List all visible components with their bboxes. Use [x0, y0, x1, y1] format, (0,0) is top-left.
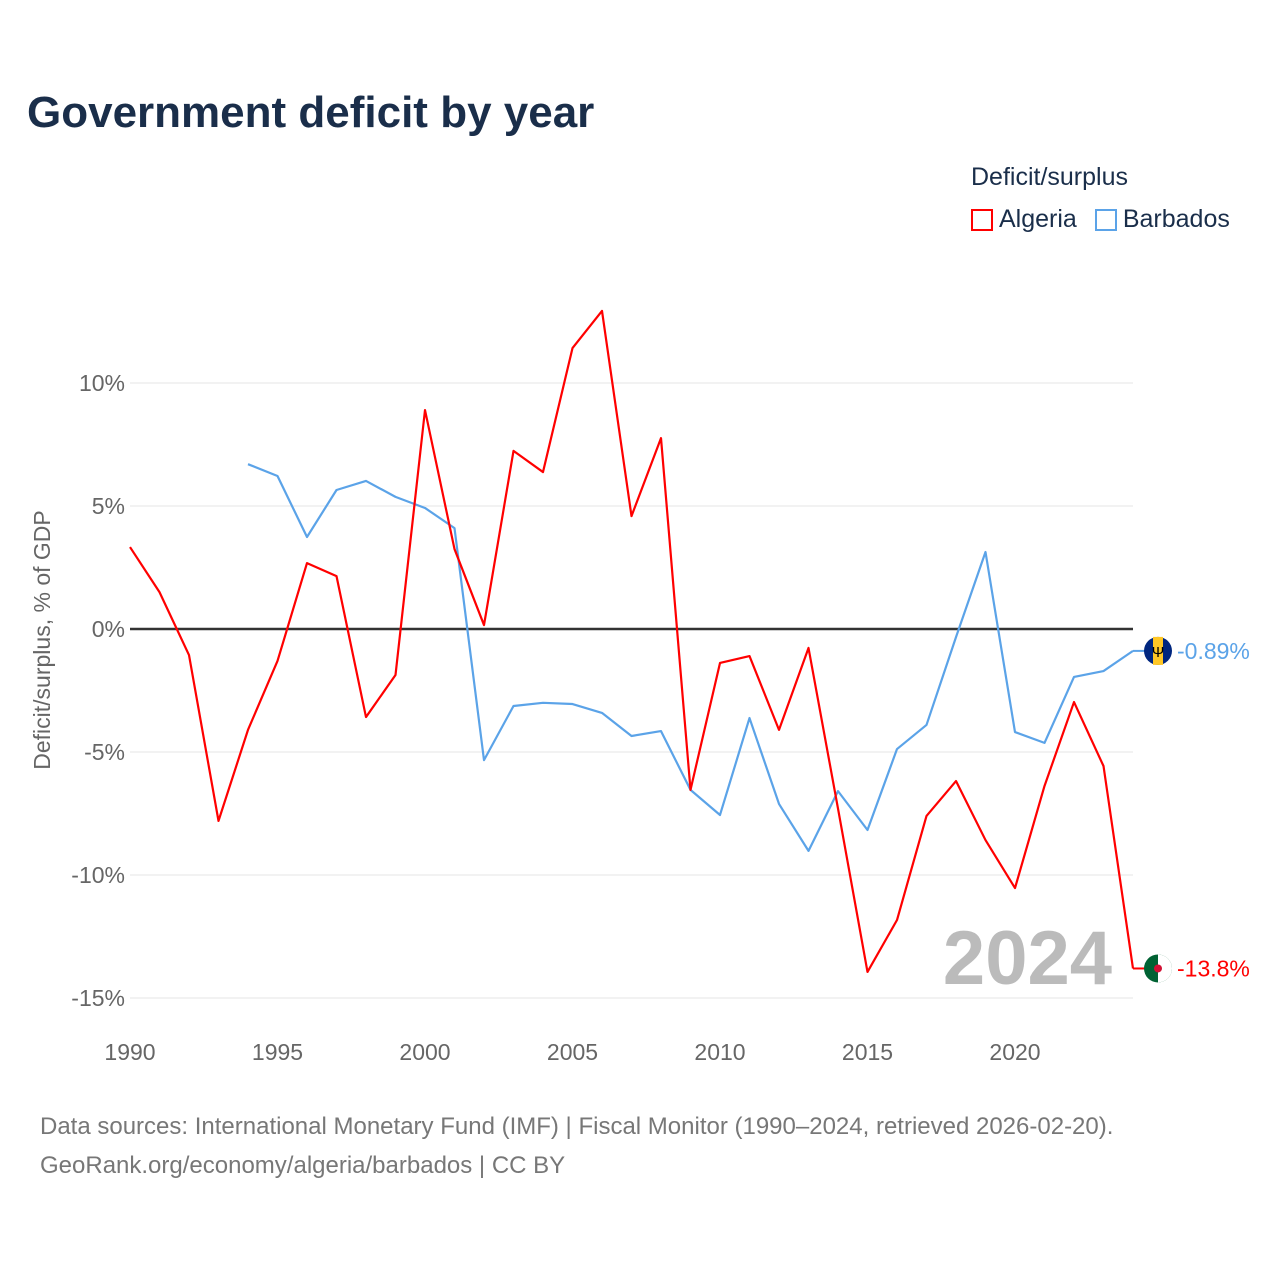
legend-label: Barbados	[1122, 205, 1230, 233]
y-axis-label: Deficit/surplus, % of GDP	[29, 510, 55, 769]
y-tick-label: -10%	[71, 862, 125, 888]
x-tick-label: 2020	[989, 1039, 1040, 1065]
series-line-barbados	[247, 463, 1134, 852]
y-tick-label: 10%	[79, 370, 125, 396]
crescent-icon	[1154, 964, 1162, 973]
y-tick-label: -5%	[84, 739, 125, 765]
flag-half	[1158, 954, 1172, 983]
legend: Algeria Barbados	[971, 205, 1230, 234]
x-tick-label: 1995	[252, 1039, 303, 1065]
legend-swatch	[1094, 208, 1117, 231]
trident-icon: Ψ	[1152, 644, 1165, 661]
source-link[interactable]: GeoRank.org/economy/algeria/barbados | C…	[40, 1152, 566, 1179]
end-value-label: -13.8%	[1177, 955, 1250, 981]
x-tick-label: 2000	[399, 1039, 450, 1065]
x-tick-label: 2015	[842, 1039, 893, 1065]
y-tick-label: -15%	[71, 985, 125, 1011]
legend-title: Deficit/surplus	[971, 163, 1128, 191]
y-tick-label: 5%	[92, 493, 125, 519]
legend-swatch	[971, 208, 993, 231]
series-line-algeria	[129, 309, 1135, 974]
source-line: Data sources: International Monetary Fun…	[40, 1113, 1114, 1140]
line-chart: 10% 5% 0% -5% -10% -15% 1990 1995 2000 2005 2010 20…	[29, 309, 1250, 1065]
x-tick-label: 2010	[694, 1039, 745, 1065]
x-tick-label: 2005	[547, 1039, 598, 1065]
flag-stripe	[1153, 636, 1163, 665]
source-note: Data sources: International Monetary Fun…	[40, 1107, 1113, 1185]
y-tick-label: 0%	[92, 616, 125, 642]
legend-item-barbados[interactable]: Barbados	[1094, 205, 1230, 234]
end-value-label: -0.89%	[1177, 638, 1250, 664]
legend-label: Algeria	[999, 205, 1077, 233]
x-tick-label: 1990	[104, 1039, 155, 1065]
chart-title: Government deficit by year	[27, 88, 595, 137]
year-watermark: 2024	[943, 916, 1112, 1001]
legend-item-algeria[interactable]: Algeria	[971, 205, 1077, 234]
